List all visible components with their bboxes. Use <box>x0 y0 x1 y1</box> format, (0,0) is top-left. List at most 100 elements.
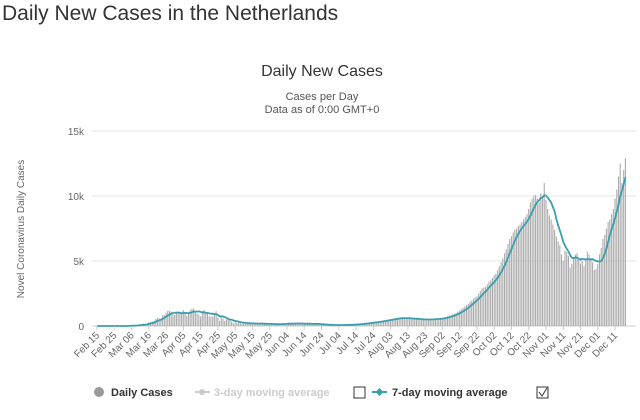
daily-cases-bar <box>505 249 507 326</box>
daily-cases-bar <box>310 323 312 326</box>
daily-cases-bar <box>389 319 392 326</box>
daily-cases-bar <box>291 323 293 326</box>
daily-cases-bar <box>308 323 310 326</box>
daily-cases-bar <box>210 316 212 326</box>
daily-cases-bar <box>220 316 222 326</box>
daily-cases-bar <box>395 318 397 326</box>
page-title: Daily New Cases in the Netherlands <box>2 2 339 25</box>
daily-cases-bar <box>443 317 445 326</box>
daily-cases-bar <box>250 323 252 326</box>
daily-cases-bar <box>414 319 416 326</box>
daily-cases-bar <box>301 324 304 326</box>
daily-cases-bar <box>170 311 172 326</box>
daily-cases-bar <box>194 310 196 326</box>
daily-cases-bar <box>611 214 613 326</box>
daily-cases-bar <box>604 235 606 326</box>
daily-cases-bar <box>462 307 464 326</box>
daily-cases-bar <box>623 170 625 326</box>
daily-cases-bar <box>490 280 492 326</box>
daily-cases-bar <box>426 319 428 326</box>
daily-cases-bar <box>576 253 578 326</box>
daily-cases-bar <box>257 324 259 326</box>
daily-cases-bar <box>200 316 202 326</box>
daily-cases-bar <box>595 268 597 326</box>
daily-cases-bar <box>593 270 595 326</box>
daily-cases-bar <box>295 323 297 326</box>
daily-cases-bar <box>545 199 547 326</box>
daily-cases-bar <box>305 324 307 326</box>
daily-cases-bar <box>410 318 412 326</box>
daily-cases-bar <box>317 324 319 326</box>
daily-cases-bar <box>586 251 588 326</box>
daily-cases-bar <box>162 315 164 326</box>
daily-cases-bar <box>168 310 171 326</box>
daily-cases-bar <box>588 254 590 326</box>
daily-cases-bar <box>407 318 409 326</box>
legend-3day-average[interactable]: 3-day moving average <box>195 387 330 399</box>
daily-cases-bar <box>201 312 203 326</box>
daily-cases-bar <box>315 323 317 326</box>
legend-3day-checkbox[interactable] <box>353 386 366 399</box>
daily-cases-bar <box>605 228 607 326</box>
daily-cases-bar <box>262 323 264 326</box>
daily-cases-bar <box>205 312 207 326</box>
daily-cases-bar <box>498 266 500 326</box>
daily-cases-bar <box>307 323 309 326</box>
daily-cases-bar <box>402 318 404 326</box>
daily-cases-bar <box>219 320 221 326</box>
daily-cases-bar <box>255 323 257 326</box>
daily-cases-bar <box>429 319 431 326</box>
daily-cases-bar <box>519 224 521 326</box>
daily-cases-bar <box>412 318 414 326</box>
legend-7day-checkbox[interactable] <box>536 386 549 399</box>
daily-cases-bar <box>215 311 217 326</box>
daily-cases-bar <box>516 228 518 326</box>
daily-cases-bar <box>434 318 436 326</box>
daily-cases-bar <box>469 301 471 326</box>
daily-cases-bar <box>614 198 616 326</box>
daily-cases-bar <box>484 287 487 326</box>
daily-cases-bar <box>431 319 433 326</box>
daily-cases-bar <box>500 262 502 326</box>
daily-cases-bar <box>465 305 468 326</box>
daily-cases-bar <box>446 316 449 326</box>
daily-cases-bar <box>384 320 386 326</box>
daily-cases-bar <box>246 323 248 326</box>
daily-cases-bar <box>369 322 371 326</box>
daily-cases-bar <box>229 320 231 326</box>
daily-cases-bar <box>379 321 381 326</box>
daily-cases-bar <box>452 314 454 326</box>
daily-cases-bar <box>467 303 469 326</box>
daily-cases-bar <box>621 183 623 326</box>
legend-daily-cases[interactable]: Daily Cases <box>94 387 173 399</box>
daily-cases-bar <box>422 319 424 326</box>
daily-cases-bar <box>509 238 511 326</box>
daily-cases-bar <box>174 315 176 326</box>
daily-cases-bar <box>581 261 583 326</box>
daily-cases-bar <box>526 214 528 326</box>
daily-cases-bar <box>326 324 328 326</box>
daily-cases-bar <box>564 250 566 326</box>
y-tick-label: 10k <box>68 192 85 203</box>
daily-cases-bar <box>547 209 549 326</box>
daily-cases-bar <box>535 194 537 326</box>
daily-cases-bar <box>592 262 594 326</box>
daily-cases-bar <box>193 308 195 326</box>
daily-cases-bar <box>241 323 243 326</box>
legend-7day-average[interactable]: 7-day moving average <box>372 387 508 399</box>
daily-cases-bar <box>381 320 383 326</box>
y-tick-label: 5k <box>73 257 85 268</box>
daily-cases-bar <box>212 316 214 326</box>
daily-cases-bar <box>258 323 260 326</box>
daily-cases-bar <box>448 315 450 326</box>
daily-cases-bar <box>400 318 402 326</box>
daily-cases-bar <box>528 209 530 326</box>
daily-cases-bar <box>540 193 542 326</box>
daily-cases-bar <box>403 318 405 326</box>
daily-cases-bar <box>495 274 497 326</box>
daily-cases-bar <box>270 324 272 326</box>
daily-cases-bar <box>189 310 191 326</box>
daily-cases-bar <box>481 288 483 326</box>
chart-subtitle-date: Data as of 0:00 GMT+0 <box>265 104 380 116</box>
daily-cases-bar <box>457 311 459 326</box>
